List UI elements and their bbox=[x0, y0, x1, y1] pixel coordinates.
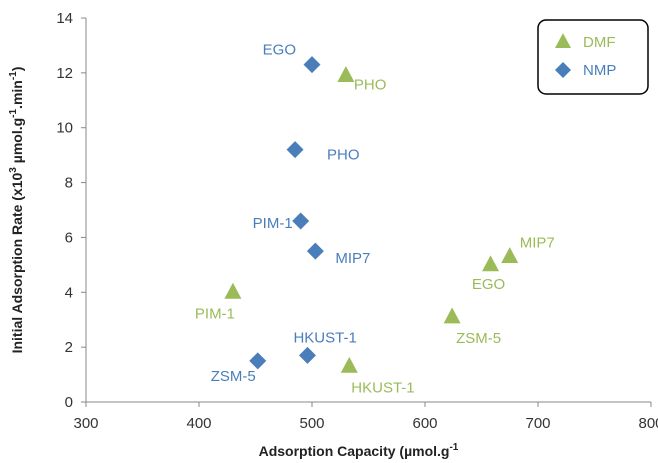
point-label: PHO bbox=[327, 147, 360, 164]
nmp-marker bbox=[286, 141, 304, 159]
nmp-marker bbox=[249, 352, 267, 370]
point-label: PIM-1 bbox=[195, 305, 235, 322]
y-tick-label: 10 bbox=[56, 120, 73, 137]
point-label: MIP7 bbox=[520, 235, 555, 252]
y-tick-label: 12 bbox=[56, 65, 73, 82]
point-label: PHO bbox=[354, 77, 387, 94]
legend-label-nmp: NMP bbox=[583, 62, 616, 79]
point-label: PIM-1 bbox=[253, 215, 293, 232]
y-tick-label: 6 bbox=[65, 229, 73, 246]
legend: DMF NMP bbox=[537, 19, 649, 95]
point-label: HKUST-1 bbox=[293, 329, 356, 346]
nmp-marker bbox=[303, 56, 321, 74]
y-tick-label: 0 bbox=[65, 394, 73, 411]
x-axis-title: Adsorption Capacity (µmol.g-1 bbox=[259, 442, 459, 459]
y-tick-label: 4 bbox=[65, 284, 73, 301]
x-tick-label: 800 bbox=[638, 415, 658, 432]
point-label: HKUST-1 bbox=[351, 379, 414, 396]
point-label: EGO bbox=[263, 42, 296, 59]
nmp-marker bbox=[298, 346, 316, 364]
x-tick-label: 500 bbox=[299, 415, 324, 432]
y-tick-label: 8 bbox=[65, 175, 73, 192]
x-tick-label: 300 bbox=[73, 415, 98, 432]
y-axis-title: Initial Adsorption Rate (x103 µmol.g-1.m… bbox=[8, 67, 25, 354]
dmf-marker bbox=[501, 247, 519, 264]
x-tick-label: 400 bbox=[186, 415, 211, 432]
nmp-marker bbox=[292, 212, 310, 230]
y-tick-label: 14 bbox=[56, 10, 73, 27]
legend-label-dmf: DMF bbox=[583, 34, 616, 51]
dmf-marker bbox=[482, 255, 500, 272]
plot-area bbox=[85, 18, 651, 403]
point-label: EGO bbox=[472, 276, 505, 293]
dmf-marker bbox=[224, 282, 242, 299]
y-tick-label: 2 bbox=[65, 339, 73, 356]
x-tick-label: 600 bbox=[412, 415, 437, 432]
y-axis-ticks: 0 2 4 6 8 10 12 14 bbox=[56, 10, 86, 411]
legend-dmf-marker bbox=[555, 33, 571, 49]
legend-box bbox=[537, 19, 649, 95]
dmf-marker bbox=[337, 66, 355, 83]
x-axis-ticks: 300 400 500 600 700 800 bbox=[73, 402, 658, 432]
x-tick-label: 700 bbox=[525, 415, 550, 432]
point-label: MIP7 bbox=[335, 250, 370, 267]
data-labels: PHO MIP7 EGO PIM-1 ZSM-5 HKUST-1 EGO PHO PIM-1 MI… bbox=[195, 42, 555, 397]
nmp-marker bbox=[306, 242, 324, 260]
point-label: ZSM-5 bbox=[211, 368, 256, 385]
dmf-marker bbox=[340, 356, 358, 373]
dmf-marker bbox=[443, 307, 461, 324]
data-markers bbox=[224, 56, 519, 373]
point-label: ZSM-5 bbox=[456, 330, 501, 347]
legend-nmp-marker bbox=[555, 62, 571, 78]
